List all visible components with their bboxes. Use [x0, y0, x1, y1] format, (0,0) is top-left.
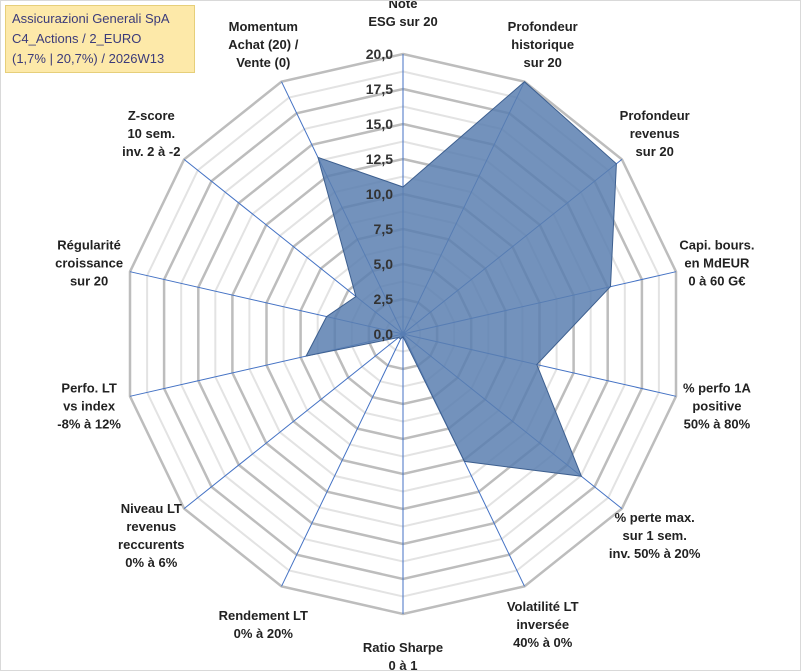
series-area	[305, 81, 617, 477]
tick-label: 2,5	[374, 291, 394, 307]
tick-layer: 0,0 2,5 5,0 7,5 10,0 12,5 15,0 17,5 20,0	[366, 46, 393, 342]
tick-label: 17,5	[366, 81, 393, 97]
tick-label: 15,0	[366, 116, 393, 132]
axis-label: Profondeur revenus sur 20	[620, 108, 690, 159]
axis-label: Momentum Achat (20) / Vente (0)	[228, 19, 298, 70]
chart-title-box: Assicurazioni Generali SpA C4_Actions / …	[5, 5, 195, 73]
label-layer: Note ESG sur 20 Profondeur historique sur 20…	[55, 1, 754, 670]
series-layer	[305, 81, 617, 477]
axis-label: Perfo. LT vs index -8% à 12%	[57, 381, 121, 432]
axis-spoke	[281, 333, 404, 587]
axis-label: Régularité croissance sur 20	[55, 237, 123, 288]
tick-label: 0,0	[374, 326, 394, 342]
axis-label: Niveau LT revenus reccurents 0% à 6%	[118, 501, 184, 570]
axis-spoke	[183, 333, 404, 509]
axis-label: Capi. bours. en MdEUR 0 à 60 G€	[679, 237, 754, 288]
axis-label: Profondeur historique sur 20	[508, 19, 578, 70]
axis-label: Volatilité LT inversée 40% à 0%	[507, 599, 579, 650]
tick-label: 12,5	[366, 151, 393, 167]
tick-label: 20,0	[366, 46, 393, 62]
tick-label: 5,0	[374, 256, 394, 272]
title-line-3: (1,7% | 20,7%) / 2026W13	[12, 51, 165, 66]
tick-label: 10,0	[366, 186, 393, 202]
axis-label: % perfo 1A positive 50% à 80%	[683, 381, 752, 432]
tick-label: 7,5	[374, 221, 394, 237]
axis-label: % perte max. sur 1 sem. inv. 50% à 20%	[609, 510, 701, 561]
title-line-1: Assicurazioni Generali SpA	[12, 11, 170, 26]
axis-label: Ratio Sharpe 0 à 1	[363, 640, 443, 670]
title-line-2: C4_Actions / 2_EURO	[12, 31, 142, 46]
axis-label: Z-score 10 sem. inv. 2 à -2	[122, 108, 180, 159]
axis-label: Rendement LT 0% à 20%	[219, 608, 308, 641]
axis-label: Note ESG sur 20	[368, 1, 437, 29]
